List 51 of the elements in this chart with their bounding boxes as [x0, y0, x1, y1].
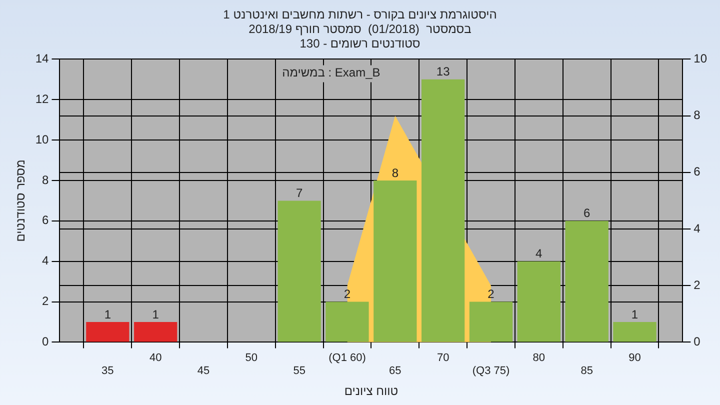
x-tick-label: (Q3 75) [472, 365, 510, 378]
bar [374, 180, 417, 342]
y2-tick-label: 0 [694, 334, 701, 349]
y2-tick-label: 4 [694, 221, 701, 236]
data-label: 6 [583, 206, 590, 220]
x-tick-label: 50 [245, 352, 258, 364]
data-label: 1 [631, 307, 638, 322]
y2-tick-label: 10 [694, 52, 708, 66]
y-axis-title: מספר סטודנטים [14, 160, 28, 242]
annotation: במשימה : Exam_B [282, 66, 380, 80]
y-tick-label: 4 [42, 254, 50, 268]
x-tick-label: 40 [149, 352, 162, 364]
x-tick-label: 55 [293, 365, 306, 378]
x-tick-label: 45 [197, 365, 210, 378]
bar [326, 302, 369, 342]
y-tick-label: 8 [42, 172, 50, 187]
bar [613, 322, 656, 342]
data-label: 4 [536, 246, 543, 261]
x-tick-label: 90 [628, 352, 641, 364]
x-tick-label: 35 [102, 365, 114, 378]
chart-title: היסטוגרמת ציונים בקורס - רשתות מחשבים ואינטרנט 1 [223, 8, 497, 22]
data-label: 7 [296, 186, 303, 200]
y-tick-label: 14 [35, 52, 50, 66]
bar [517, 261, 560, 342]
y-tick-label: 10 [35, 132, 50, 146]
data-label: 2 [344, 287, 351, 302]
data-label: 13 [436, 64, 450, 79]
data-label: 8 [392, 166, 399, 180]
x-tick-label: 80 [532, 352, 546, 364]
y-tick-label: 2 [42, 294, 50, 308]
data-label: 1 [104, 307, 112, 322]
bar [565, 220, 608, 342]
y2-tick-label: 8 [694, 108, 701, 122]
x-tick-label: 85 [580, 365, 593, 378]
bar [469, 302, 513, 342]
chart-subtitle: בסמסטר (01/2018) סמסטר חורף 2018/19 סטודנטים רשומים - 130 [248, 22, 472, 50]
y-tick-label: 12 [35, 92, 50, 106]
bar [422, 79, 465, 342]
x-axis-title: טווח ציונים [344, 384, 398, 398]
bar [134, 322, 178, 342]
y-tick-label: 6 [42, 213, 50, 228]
bar [86, 322, 130, 342]
bar [278, 200, 321, 342]
y2-tick-label: 6 [694, 164, 701, 179]
x-tick-label: 65 [389, 365, 402, 378]
x-tick-label: 70 [436, 352, 450, 364]
x-tick-label: (Q1 60) [328, 352, 366, 364]
y-tick-label: 0 [42, 334, 50, 349]
data-label: 1 [152, 307, 160, 322]
data-label: 2 [488, 287, 495, 302]
y2-tick-label: 2 [694, 278, 701, 292]
